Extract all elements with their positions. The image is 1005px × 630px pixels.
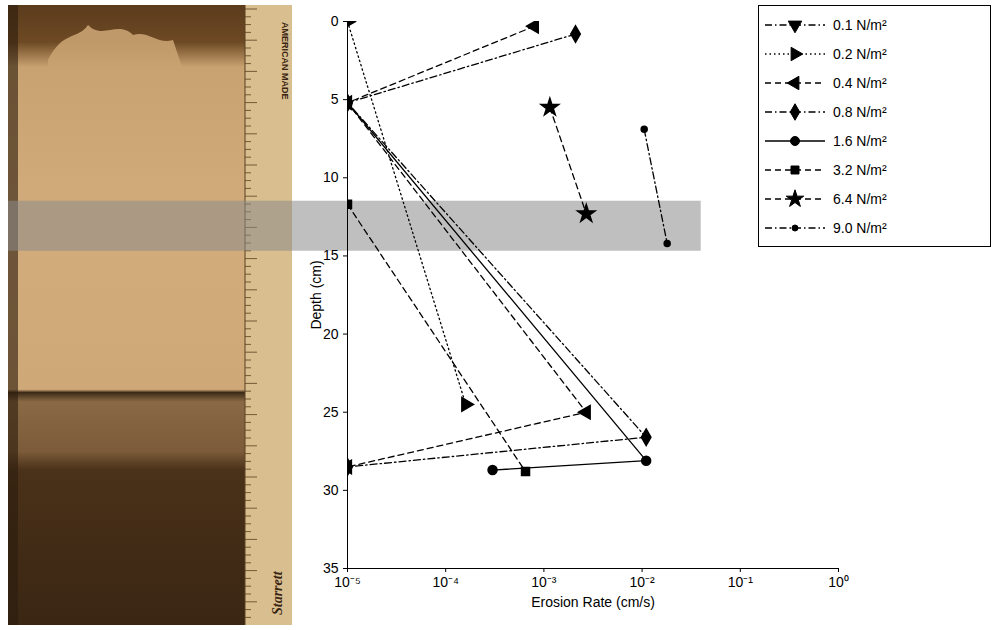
html-text:9.0 N/m²: 9.0 N/m² [833, 219, 887, 236]
svg-text:10⁻⁴: 10⁻⁴ [432, 574, 459, 590]
svg-text:5: 5 [331, 91, 339, 107]
svg-text:Depth (cm): Depth (cm) [308, 260, 324, 329]
svg-text:25: 25 [323, 404, 339, 420]
svg-text:10: 10 [323, 169, 339, 185]
svg-text:10⁻⁵: 10⁻⁵ [334, 574, 360, 590]
html-text:1.6 N/m²: 1.6 N/m² [833, 132, 887, 149]
svg-text:10⁻²: 10⁻² [629, 574, 655, 590]
html-text:0.8 N/m²: 0.8 N/m² [833, 103, 887, 120]
html-text:0.1 N/m²: 0.1 N/m² [833, 16, 887, 33]
html-text:0.4 N/m²: 0.4 N/m² [833, 74, 887, 91]
svg-text:10⁻³: 10⁻³ [531, 574, 557, 590]
svg-text:10⁰: 10⁰ [828, 574, 849, 590]
svg-text:35: 35 [323, 560, 339, 576]
html-text:0.2 N/m²: 0.2 N/m² [833, 45, 887, 62]
html-text:6.4 N/m²: 6.4 N/m² [833, 190, 887, 207]
svg-text:AMERICAN MADE: AMERICAN MADE [280, 22, 290, 100]
svg-text:15: 15 [323, 247, 339, 263]
svg-text:30: 30 [323, 482, 339, 498]
svg-text:10⁻¹: 10⁻¹ [728, 574, 754, 590]
svg-text:20: 20 [323, 326, 339, 342]
svg-text:0: 0 [331, 13, 339, 29]
svg-text:Erosion Rate (cm/s): Erosion Rate (cm/s) [531, 594, 655, 610]
svg-text:Starrett: Starrett [270, 570, 285, 615]
html-text:3.2 N/m²: 3.2 N/m² [833, 161, 887, 178]
